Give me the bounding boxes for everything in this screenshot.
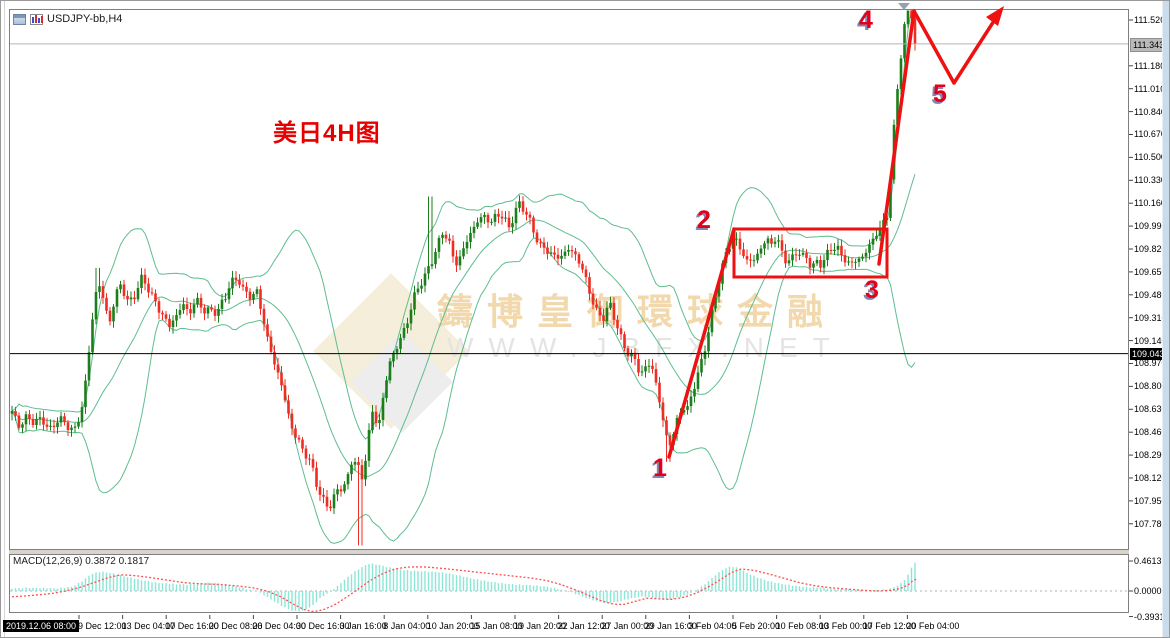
price-tick-label: 109.820 xyxy=(1134,243,1167,254)
price-tick-label: 111.180 xyxy=(1134,60,1166,71)
price-tick-label: 108.460 xyxy=(1134,427,1167,438)
time-tick-label: 30 Dec 16:00 xyxy=(296,621,350,631)
time-tick-label: 3 Jan 16:00 xyxy=(339,621,387,631)
macd-histogram xyxy=(11,562,916,612)
first-time-badge: 2019.12.06 08:00 xyxy=(3,620,80,632)
time-tick-label: 19 Jan 20:00 xyxy=(514,621,567,631)
macd-tick-label: 0.4613 xyxy=(1134,556,1162,566)
time-tick-label: 3 Feb 04:00 xyxy=(688,621,737,631)
bollinger-band-line xyxy=(11,10,915,440)
macd-signal-line xyxy=(11,566,917,613)
price-tick-label: 108.970 xyxy=(1134,358,1167,369)
time-tick-label: 22 Jan 12:00 xyxy=(557,621,610,631)
price-tick-label: 108.290 xyxy=(1134,450,1167,461)
hline-price-badge: 109.043 xyxy=(1130,348,1169,360)
consolidation-rectangle xyxy=(732,227,889,279)
time-tick-label: 20 Dec 08:00 xyxy=(208,621,263,631)
price-tick-label: 109.990 xyxy=(1134,221,1167,232)
wave-count-label: 3 xyxy=(865,276,879,304)
price-tick-label: 108.800 xyxy=(1134,381,1167,392)
time-tick-label: 5 Feb 20:00 xyxy=(732,621,781,631)
price-tick-label: 110.160 xyxy=(1134,198,1166,209)
price-tick-label: 111.010 xyxy=(1134,83,1166,94)
time-tick-label: 8 Jan 04:00 xyxy=(383,621,431,631)
price-tick-label: 110.500 xyxy=(1134,152,1166,163)
time-tick-label: 17 Feb 12:00 xyxy=(862,621,916,631)
window-icon xyxy=(13,13,26,25)
price-tick-label: 109.310 xyxy=(1134,312,1167,323)
price-tick-label: 110.840 xyxy=(1134,106,1166,117)
price-tick-label: 108.120 xyxy=(1134,472,1167,483)
main-pane-border xyxy=(9,9,1129,550)
price-tick-label: 110.330 xyxy=(1134,175,1166,186)
macd-indicator-label: MACD(12,26,9) 0.3872 0.1817 xyxy=(13,556,150,567)
top-marker-triangle-icon xyxy=(898,3,910,10)
time-tick-label: 17 Dec 16:00 xyxy=(165,621,219,631)
time-tick-label: 9 Dec 12:00 xyxy=(78,621,127,631)
price-tick-label: 110.670 xyxy=(1134,129,1166,140)
time-tick-label: 20 Feb 04:00 xyxy=(906,621,960,631)
price-tick-label: 109.140 xyxy=(1134,335,1167,346)
time-tick-label: 13 Dec 04:00 xyxy=(121,621,176,631)
price-tick-label: 107.780 xyxy=(1134,518,1167,529)
wave-count-label: 4 xyxy=(859,6,873,34)
macd-tick-label: 0.0000 xyxy=(1134,586,1162,596)
time-tick-label: 29 Jan 16:00 xyxy=(644,621,697,631)
price-tick-label: 109.480 xyxy=(1134,289,1167,300)
time-tick-label: 27 Jan 00:00 xyxy=(601,621,654,631)
price-tick-label: 108.630 xyxy=(1134,404,1167,415)
chart-annotation-title: 美日4H图 xyxy=(273,120,381,147)
symbol-title: USDJPY-bb,H4 xyxy=(47,13,123,25)
chart-title-row: USDJPY-bb,H4 xyxy=(13,13,122,25)
price-tick-label: 107.950 xyxy=(1134,495,1167,506)
candlestick-chart-icon xyxy=(30,13,43,25)
wave-count-label: 5 xyxy=(933,80,947,108)
time-tick-label: 10 Jan 20:00 xyxy=(426,621,479,631)
time-tick-label: 13 Feb 00:00 xyxy=(819,621,873,631)
current-price-badge: 111.343 xyxy=(1130,38,1169,52)
wave-count-label: 1 xyxy=(653,454,667,482)
pane-divider xyxy=(9,550,1129,554)
macd-tick-label: -0.3931 xyxy=(1134,611,1165,622)
time-tick-label: 10 Feb 08:00 xyxy=(775,621,829,631)
macd-pane-border xyxy=(9,554,1129,613)
projection-arrowhead-icon xyxy=(986,6,1004,26)
right-scroll-strip[interactable] xyxy=(1162,1,1169,637)
time-tick-label: 15 Jan 08:00 xyxy=(470,621,523,631)
wave-count-label: 2 xyxy=(697,206,711,234)
price-tick-label: 109.650 xyxy=(1134,266,1167,277)
trend-line xyxy=(877,9,916,266)
projection-zigzag-line xyxy=(912,9,1003,85)
time-tick-label: 26 Dec 04:00 xyxy=(252,621,306,631)
price-tick-label: 111.520 xyxy=(1134,15,1166,25)
bollinger-band-line xyxy=(11,174,916,478)
trend-line xyxy=(667,227,736,459)
